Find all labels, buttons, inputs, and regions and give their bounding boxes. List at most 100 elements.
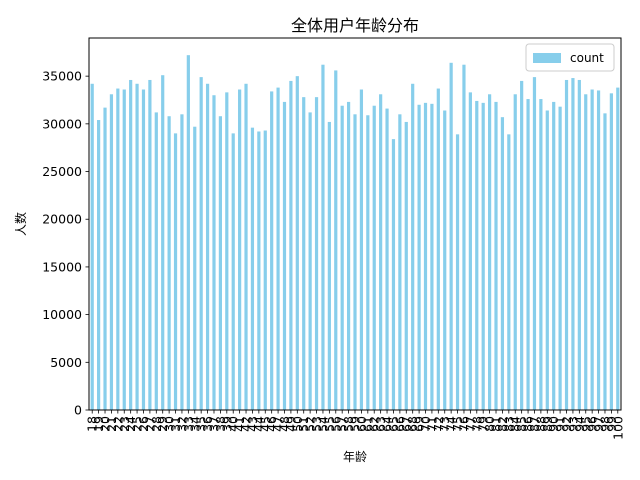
bar-age-55 — [327, 121, 331, 410]
x-tick-label: 30 — [162, 416, 177, 432]
bar-age-59 — [353, 114, 357, 410]
y-tick-label: 35000 — [42, 69, 82, 84]
bar-age-37 — [212, 95, 216, 410]
bar-age-68 — [411, 83, 415, 410]
x-tick-label: 52 — [303, 416, 318, 432]
x-tick-label: 22 — [110, 416, 125, 432]
x-tick-label: 49 — [283, 416, 298, 432]
bar-age-64 — [385, 108, 389, 410]
x-tick-label: 96 — [585, 416, 600, 432]
bar-age-76 — [462, 64, 466, 411]
x-tick-label: 26 — [136, 416, 151, 432]
bar-age-92 — [564, 79, 569, 410]
bar-age-53 — [314, 97, 319, 410]
x-tick-label: 66 — [392, 416, 407, 432]
x-tick-label: 24 — [123, 416, 138, 432]
x-tick-label: 34 — [187, 416, 202, 432]
legend: count — [525, 43, 615, 72]
x-tick-label: 76 — [456, 416, 471, 432]
x-tick-label: 38 — [213, 416, 228, 432]
bar-age-85 — [520, 80, 524, 411]
bar-age-93 — [571, 78, 575, 410]
bar-age-23 — [122, 89, 126, 410]
x-tick-label: 43 — [245, 416, 260, 432]
x-tick-label: 99 — [604, 416, 619, 432]
bar-age-56 — [334, 70, 338, 411]
x-tick-label: 53 — [309, 416, 324, 432]
bar-age-72 — [436, 88, 440, 411]
bar-age-100 — [616, 87, 620, 410]
x-axis-label: 年龄 — [343, 450, 367, 464]
bar-age-75 — [455, 134, 460, 410]
bar-age-79 — [481, 102, 485, 411]
bar-age-50 — [295, 76, 299, 411]
x-tick-label: 88 — [533, 416, 548, 432]
bar-age-95 — [584, 94, 588, 410]
x-tick-label: 78 — [469, 416, 484, 432]
bar-age-26 — [141, 89, 146, 410]
bar-age-33 — [186, 55, 190, 411]
x-tick-label: 95 — [578, 416, 593, 432]
x-tick-label: 83 — [501, 416, 516, 432]
x-tick-label: 75 — [450, 416, 465, 432]
x-tick-label: 80 — [482, 416, 497, 432]
bar-age-69 — [417, 104, 421, 411]
y-axis-label: 人数 — [13, 212, 28, 236]
x-tick-label: 91 — [553, 416, 568, 432]
x-tick-label: 70 — [418, 416, 433, 432]
bar-age-97 — [596, 90, 601, 411]
bar-age-96 — [590, 89, 594, 410]
x-tick-label: 19 — [91, 416, 106, 432]
x-tick-label: 35 — [194, 416, 209, 432]
bar-age-42 — [244, 83, 248, 410]
bar-age-94 — [577, 79, 581, 410]
x-tick-label: 81 — [489, 416, 504, 432]
plot-frame — [88, 37, 622, 411]
x-tick-label: 44 — [251, 416, 266, 432]
bar-age-25 — [135, 83, 139, 410]
bar-age-31 — [173, 133, 178, 410]
y-tick-label: 10000 — [42, 307, 82, 322]
bar-age-63 — [379, 94, 383, 410]
y-tick-label: 0 — [74, 403, 82, 418]
bar-age-45 — [263, 130, 267, 410]
bar-age-28 — [154, 112, 158, 411]
bar-age-24 — [129, 79, 133, 410]
bar-age-35 — [199, 77, 203, 411]
bar-age-66 — [398, 114, 402, 410]
bar-age-29 — [161, 75, 165, 410]
x-tick-label: 40 — [226, 416, 241, 432]
x-tick-label: 31 — [168, 416, 183, 432]
x-tick-label: 89 — [540, 416, 555, 432]
x-tick-label: 54 — [315, 416, 330, 432]
x-tick-label: 62 — [367, 416, 382, 432]
bar-age-82 — [500, 117, 505, 411]
x-tick-label: 79 — [476, 416, 491, 432]
x-tick-label: 87 — [527, 416, 542, 432]
x-tick-label: 65 — [386, 416, 401, 432]
bar-age-60 — [359, 89, 364, 410]
bar-age-44 — [257, 131, 261, 411]
x-tick-label: 60 — [354, 416, 369, 432]
x-tick-label: 97 — [591, 416, 606, 432]
x-tick-label: 21 — [104, 416, 119, 432]
x-tick-label: 100 — [610, 416, 625, 440]
x-tick-label: 47 — [271, 416, 286, 432]
bar-age-99 — [609, 93, 613, 410]
bar-age-77 — [468, 92, 472, 411]
bar-age-78 — [475, 100, 479, 410]
x-tick-label: 55 — [322, 416, 337, 432]
bar-age-21 — [109, 94, 114, 410]
y-axis: 0 5000 10000 15000 20000 25000 30000 35000 — [42, 69, 89, 418]
bar-age-40 — [231, 133, 235, 410]
legend-label-count: count — [570, 51, 604, 65]
x-tick-label: 94 — [572, 416, 587, 432]
bar-age-51 — [302, 97, 306, 410]
bar-age-89 — [545, 110, 549, 411]
x-tick-label: 86 — [521, 416, 536, 432]
bar-age-46 — [270, 91, 274, 411]
bar-age-41 — [238, 89, 242, 410]
bar-age-18 — [90, 83, 94, 410]
bar-age-61 — [366, 115, 370, 410]
bar-age-48 — [282, 101, 287, 410]
